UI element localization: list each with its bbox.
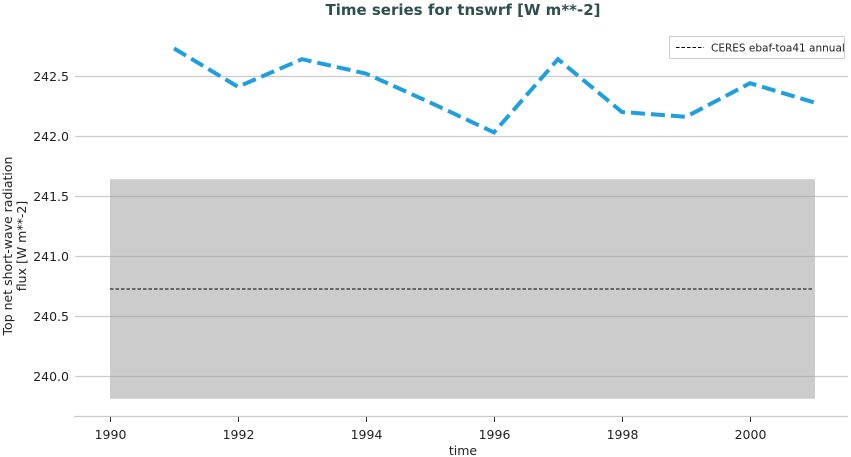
- legend-entry-ceres: CERES ebaf-toa41 annual: [711, 43, 845, 55]
- model-series-line: [172, 46, 815, 135]
- x-tick-label: 1998: [607, 427, 639, 442]
- y-tick-label: 241.0: [33, 249, 69, 264]
- y-axis-ticks: 240.0 240.5 241.0 241.5 242.0 242.5: [33, 69, 69, 384]
- y-axis-label-line-1: Top net short-wave radiation: [0, 157, 15, 337]
- y-axis-label: Top net short-wave radiation flux [W m**…: [0, 157, 29, 337]
- y-tick-label: 240.0: [33, 369, 69, 384]
- chart-title: Time series for tnswrf [W m**-2]: [325, 1, 600, 19]
- x-axis-ticks: 1990 1992 1994 1996 1998 2000: [95, 417, 767, 442]
- x-tick-label: 2000: [735, 427, 767, 442]
- x-tick-label: 1994: [351, 427, 383, 442]
- legend: CERES ebaf-toa41 annual: [669, 36, 845, 59]
- x-tick-label: 1992: [223, 427, 255, 442]
- x-tick-label: 1990: [95, 427, 127, 442]
- legend-box: [669, 36, 845, 59]
- y-tick-label: 242.0: [33, 129, 69, 144]
- x-tick-label: 1996: [479, 427, 511, 442]
- data-series: [110, 46, 815, 290]
- y-axis-label-line-2: flux [W m**-2]: [14, 201, 29, 291]
- x-axis-label: time: [449, 443, 478, 457]
- y-tick-label: 240.5: [33, 309, 69, 324]
- y-tick-label: 241.5: [33, 189, 69, 204]
- y-tick-label: 242.5: [33, 69, 69, 84]
